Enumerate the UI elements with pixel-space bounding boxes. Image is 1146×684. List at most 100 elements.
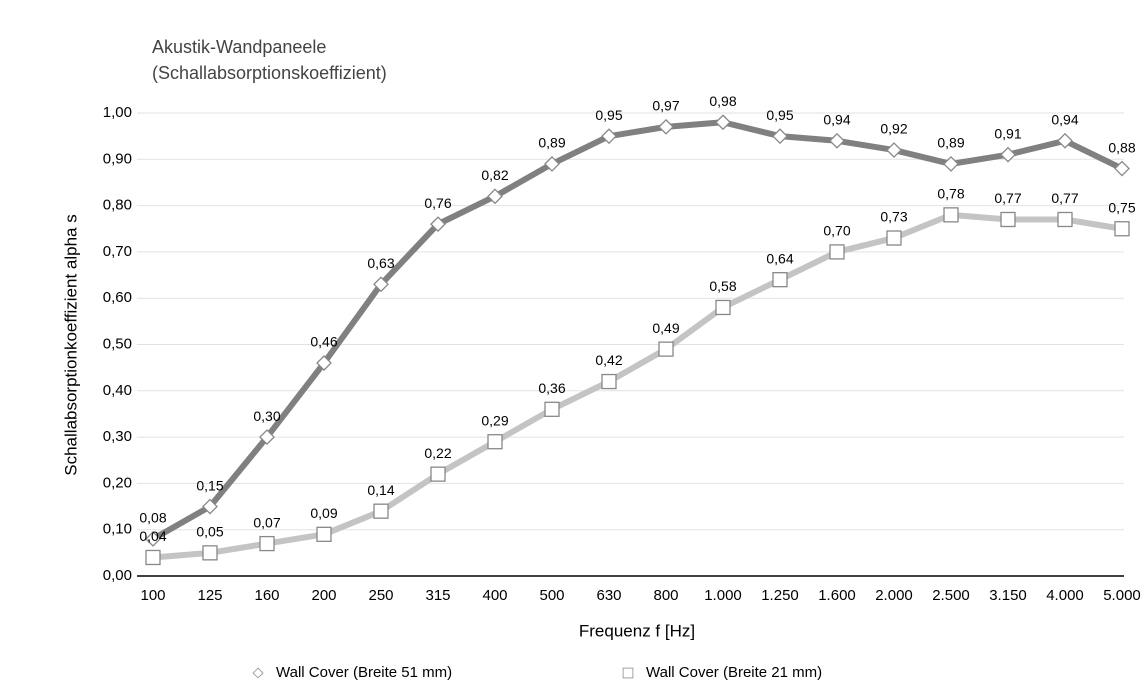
data-label: 0,82	[481, 167, 508, 183]
data-label: 0,29	[481, 412, 508, 428]
data-point	[316, 355, 332, 371]
x-tick-label: 2.000	[875, 587, 913, 604]
data-label: 0,22	[424, 445, 451, 461]
data-point	[658, 341, 674, 357]
y-tick-label: 0,60	[103, 289, 132, 306]
data-point	[1114, 221, 1130, 237]
x-tick-label: 100	[140, 587, 165, 604]
y-tick-label: 0,10	[103, 521, 132, 538]
x-tick-label: 200	[311, 587, 336, 604]
data-label: 0,49	[652, 320, 679, 336]
data-point	[259, 429, 275, 446]
data-point	[487, 434, 503, 450]
data-point	[1057, 211, 1073, 228]
data-point	[829, 244, 845, 260]
series-line	[151, 119, 1124, 542]
data-label: 0,89	[937, 135, 964, 151]
data-point	[829, 132, 845, 149]
x-tick-label: 1.000	[704, 587, 742, 604]
data-point	[715, 114, 731, 131]
chart-title: Akustik-Wandpaneele	[152, 37, 326, 57]
y-tick-label: 0,40	[103, 382, 132, 399]
x-tick-label: 3.150	[989, 587, 1027, 604]
data-label: 0,73	[880, 209, 907, 225]
x-tick-label: 800	[653, 587, 678, 604]
data-label: 0,92	[880, 121, 907, 137]
data-point	[145, 531, 161, 547]
data-point	[715, 299, 731, 316]
data-label: 0,04	[139, 528, 166, 544]
data-point	[601, 373, 617, 390]
data-label: 0,77	[1051, 190, 1078, 206]
legend-label: Wall Cover (Breite 21 mm)	[646, 664, 822, 681]
data-point	[658, 118, 674, 135]
data-label: 0,46	[310, 334, 337, 350]
x-tick-label: 630	[596, 587, 621, 604]
x-tick-label: 2.500	[932, 587, 970, 604]
x-tick-label: 400	[482, 587, 507, 604]
data-label: 0,95	[766, 107, 793, 123]
data-label: 0,97	[652, 98, 679, 114]
data-label: 0,30	[253, 408, 280, 424]
data-label: 0,36	[538, 380, 565, 396]
data-point	[373, 503, 389, 519]
x-tick-label: 4.000	[1046, 587, 1084, 604]
data-point	[202, 498, 218, 515]
data-label: 0,08	[139, 510, 166, 526]
data-label: 0,64	[766, 250, 793, 266]
y-tick-label: 0,50	[103, 335, 132, 352]
data-label: 0,14	[367, 482, 394, 498]
y-tick-label: 0,20	[103, 474, 132, 491]
data-label: 0,89	[538, 135, 565, 151]
x-tick-label: 125	[197, 587, 222, 604]
data-point	[430, 216, 446, 233]
data-point	[772, 272, 788, 288]
y-tick-label: 1,00	[103, 104, 132, 121]
x-tick-label: 1.600	[818, 587, 856, 604]
data-label: 0,07	[253, 514, 280, 530]
data-label: 0,70	[823, 223, 850, 239]
data-label: 0,95	[595, 107, 622, 123]
data-point	[772, 128, 788, 145]
x-tick-label: 250	[368, 587, 393, 604]
data-point	[601, 128, 617, 145]
data-point	[145, 549, 161, 566]
x-tick-label: 315	[425, 587, 450, 604]
x-axis-title: Frequenz f [Hz]	[579, 621, 695, 640]
data-point	[1114, 160, 1130, 177]
data-label: 0,94	[1051, 111, 1078, 127]
data-label: 0,15	[196, 477, 223, 493]
y-tick-label: 0,90	[103, 150, 132, 167]
legend-label: Wall Cover (Breite 51 mm)	[276, 664, 452, 681]
data-label: 0,98	[709, 93, 736, 109]
data-label: 0,05	[196, 524, 223, 540]
data-point	[430, 466, 446, 482]
data-point	[316, 526, 332, 542]
data-label: 0,88	[1108, 139, 1135, 155]
x-tick-label: 1.250	[761, 587, 799, 604]
data-point	[373, 276, 389, 293]
x-tick-label: 5.000	[1103, 587, 1141, 604]
legend-marker	[622, 667, 634, 679]
data-label: 0,76	[424, 195, 451, 211]
y-tick-label: 0,80	[103, 197, 132, 214]
data-label: 0,78	[937, 186, 964, 202]
data-label: 0,94	[823, 111, 850, 127]
data-point	[1057, 132, 1073, 149]
data-label: 0,09	[310, 505, 337, 521]
data-label: 0,91	[994, 125, 1021, 141]
x-tick-label: 160	[254, 587, 279, 604]
y-tick-label: 0,70	[103, 243, 132, 260]
y-axis-title: Schallabsorptionkoeffizient alpha s	[61, 214, 80, 475]
data-point	[259, 535, 275, 552]
y-tick-label: 0,30	[103, 428, 132, 445]
data-label: 0,63	[367, 255, 394, 271]
data-point	[544, 401, 560, 417]
data-point	[544, 156, 560, 172]
data-point	[1000, 211, 1016, 228]
y-tick-label: 0,00	[103, 567, 132, 584]
data-label: 0,42	[595, 352, 622, 368]
data-point	[943, 156, 959, 172]
data-point	[886, 230, 902, 246]
